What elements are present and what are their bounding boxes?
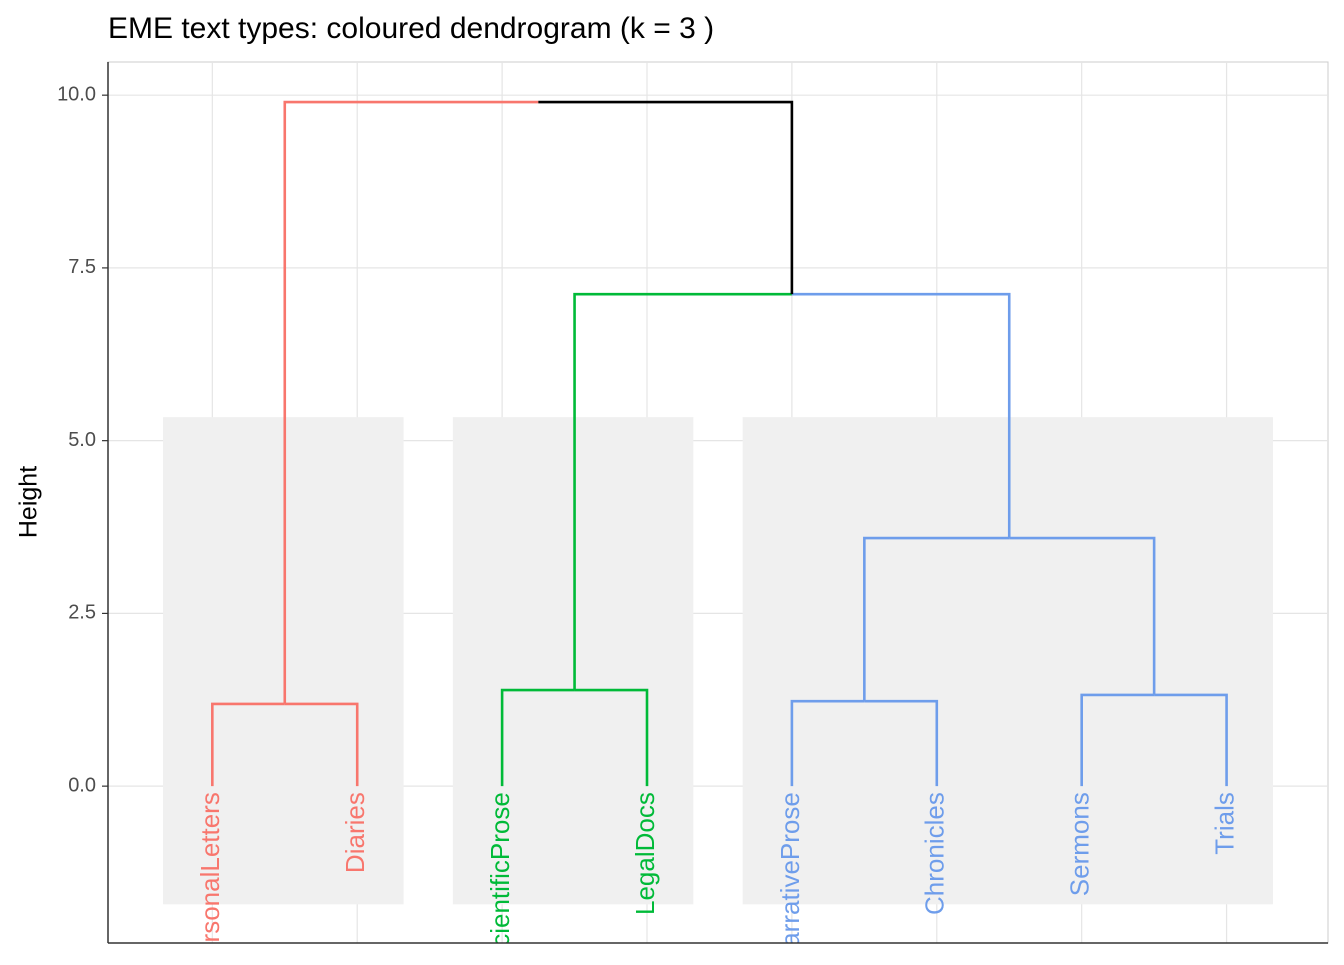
cluster-box <box>452 417 694 905</box>
branch <box>863 536 1010 702</box>
y-axis-label: Height <box>15 466 43 538</box>
branch <box>791 292 1011 539</box>
axis: 0.0 2.5 5.0 7.5 10.0 <box>57 83 108 796</box>
branch <box>211 702 285 787</box>
branch <box>573 292 792 691</box>
cluster-boxes <box>163 417 1273 905</box>
leaf-label: Trials <box>1209 792 1239 855</box>
chart-title: EME text types: coloured dendrogram (k =… <box>108 12 714 45</box>
y-tick-label: 2.5 <box>68 602 96 624</box>
y-tick-label: 10.0 <box>57 83 96 105</box>
branch <box>1154 693 1228 787</box>
branch <box>538 100 794 295</box>
branch <box>1009 536 1156 695</box>
cluster-box <box>163 417 404 905</box>
branch <box>283 100 539 704</box>
leaf-labels: PersonalLetters Diaries ScientificProse Leg… <box>195 792 1239 960</box>
branch <box>1080 693 1155 787</box>
leaf-label: Chronicles <box>920 792 950 915</box>
cluster-box <box>742 417 1273 905</box>
leaf-label: ScientificProse <box>485 792 515 960</box>
branches <box>211 100 1228 787</box>
branch <box>864 699 939 787</box>
y-tick-label: 7.5 <box>68 256 96 278</box>
leaf-label: PersonalLetters <box>195 792 225 960</box>
branch <box>284 702 359 787</box>
branch <box>574 688 649 787</box>
leaf-label: LegalDocs <box>630 792 660 915</box>
y-tick-label: 0.0 <box>68 774 96 796</box>
branch <box>790 699 865 787</box>
leaf-label: NarrativeProse <box>775 792 805 960</box>
leaf-label: Diaries <box>340 792 370 873</box>
branch <box>500 688 575 787</box>
y-tick-label: 5.0 <box>68 429 96 451</box>
leaf-label: Sermons <box>1065 792 1095 896</box>
